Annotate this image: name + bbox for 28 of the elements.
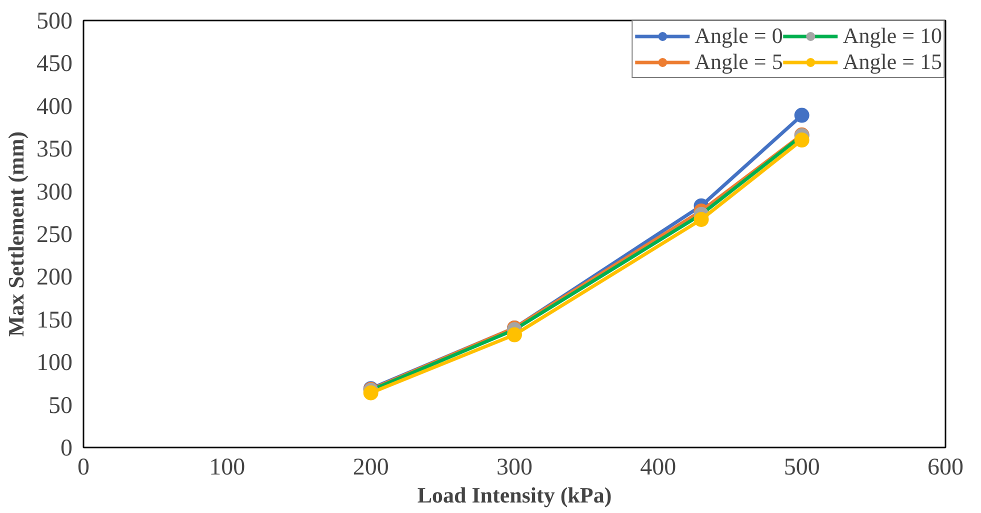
y-tick-label: 500: [36, 8, 72, 34]
y-tick-label: 350: [36, 136, 72, 163]
y-tick-label: 50: [48, 392, 72, 419]
point: [507, 327, 522, 342]
y-tick-label: 400: [36, 94, 72, 120]
y-tick-label: 300: [36, 179, 72, 206]
x-tick-label: 100: [209, 454, 246, 480]
y-tick-label: 250: [36, 222, 72, 248]
y-tick-label: 100: [36, 350, 72, 376]
legend-label: Angle = 0: [694, 23, 783, 49]
x-tick-label: 600: [928, 454, 964, 480]
y-tick-label: 0: [60, 436, 72, 462]
y-tick-label: 150: [36, 307, 72, 334]
x-tick-label: 300: [496, 454, 532, 480]
x-tick-label: 0: [78, 454, 90, 480]
x-tick-label: 400: [640, 454, 676, 480]
legend-label: Angle = 5: [694, 49, 783, 75]
point: [694, 212, 709, 227]
legend-label: Angle = 15: [842, 49, 942, 75]
y-tick-label: 200: [36, 264, 72, 291]
x-tick-label: 500: [784, 454, 820, 480]
y-axis-title: Max Settlement (mm): [4, 131, 28, 337]
x-axis-title: Load Intensity (kPa): [417, 482, 612, 508]
y-tick-label: 450: [36, 51, 72, 78]
point: [794, 108, 810, 123]
x-tick-label: 200: [352, 454, 389, 480]
legend-label: Angle = 10: [842, 23, 942, 49]
point: [794, 132, 810, 148]
